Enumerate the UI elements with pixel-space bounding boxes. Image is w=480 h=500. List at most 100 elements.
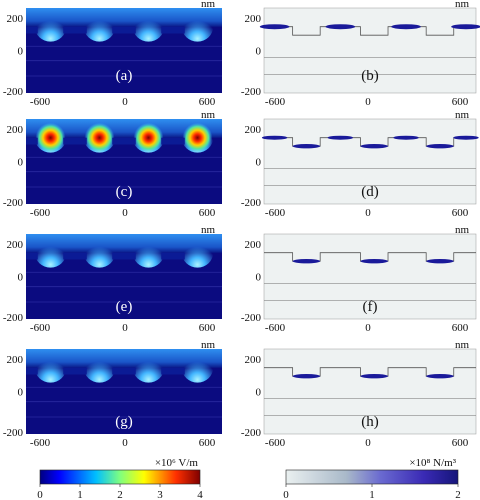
grating-notch <box>26 26 38 34</box>
colorbar-tick-label: 2 <box>117 489 123 500</box>
y-tick-label: 0 <box>18 272 24 284</box>
grating-notch <box>26 252 38 260</box>
field-hotspot <box>35 122 66 153</box>
grating-notch <box>161 367 185 375</box>
y-tick-label: 0 <box>18 387 24 399</box>
y-tick-label: -200 <box>3 197 24 209</box>
grating-notch <box>161 137 185 145</box>
panel-label: (h) <box>361 414 379 430</box>
grating-profile <box>264 26 476 36</box>
unit-label: nm <box>201 224 216 236</box>
y-tick-label: -200 <box>241 427 262 439</box>
y-tick-label: 200 <box>245 354 262 366</box>
field-glow <box>181 237 214 268</box>
field-top-region <box>26 119 222 138</box>
force-band <box>292 374 321 379</box>
panel-f: nm 200 0 -200-600 0 600 (f) <box>241 224 477 334</box>
colorbar-tick-label: 4 <box>197 489 203 500</box>
force-band <box>292 259 321 264</box>
unit-label: nm <box>455 339 470 351</box>
x-tick-label: 600 <box>199 207 216 219</box>
unit-label: nm <box>455 0 470 10</box>
y-tick-label: -200 <box>241 86 262 98</box>
panel-e: nm 200 0 -200 -600 0 600 (e) <box>3 224 222 334</box>
grating-notch <box>63 367 87 375</box>
y-tick-label: 200 <box>245 13 262 25</box>
y-tick-label: 200 <box>7 239 24 251</box>
x-tick-label: 600 <box>452 96 469 108</box>
field-top-region <box>26 8 222 27</box>
x-tick-label: 600 <box>452 207 469 219</box>
x-tick-label: -600 <box>30 207 51 219</box>
field-glow <box>132 11 165 42</box>
field-hotspot <box>84 122 115 153</box>
force-band <box>360 144 389 149</box>
grating-notch <box>112 367 136 375</box>
grating-notch <box>63 252 87 260</box>
y-tick-label: 200 <box>7 124 24 136</box>
panel-label: (d) <box>361 184 379 200</box>
force-band <box>451 24 480 30</box>
colorbar-force: ×10⁸ N/m³ 0 1 2 <box>283 457 461 500</box>
y-tick-label: 0 <box>256 46 262 58</box>
y-tick-label: -200 <box>241 197 262 209</box>
x-tick-label: 0 <box>122 207 128 219</box>
y-tick-label: 200 <box>245 239 262 251</box>
grating-notch <box>26 367 38 375</box>
x-tick-label: 0 <box>365 207 371 219</box>
field-top-region <box>26 349 222 368</box>
colorbars: ×10⁶ V/m 0 1 2 3 4 ×10⁸ N/m³ 0 1 2 <box>37 457 461 500</box>
y-tick-label: 0 <box>18 157 24 169</box>
colorbar-gradient <box>39 469 201 485</box>
panel-c: nm 200 0 -200 -600 0 600 (c) <box>3 109 222 219</box>
x-tick-label: 0 <box>122 96 128 108</box>
x-tick-label: -600 <box>265 207 286 219</box>
x-tick-label: 0 <box>365 437 371 449</box>
grating-notch <box>26 137 38 145</box>
grating-notch <box>161 252 185 260</box>
field-glow <box>132 352 165 383</box>
y-tick-label: 0 <box>256 272 262 284</box>
panel-d: nm 200 0 -200-600 0 600 (d) <box>241 109 479 219</box>
field-hotspot <box>133 122 164 153</box>
unit-label: nm <box>455 224 470 236</box>
x-tick-label: 600 <box>199 96 216 108</box>
x-tick-label: 0 <box>122 322 128 334</box>
y-tick-label: 200 <box>7 13 24 25</box>
field-hotspot <box>182 122 213 153</box>
field-glow <box>83 11 116 42</box>
colorbar-tick-label: 0 <box>283 489 289 500</box>
force-background <box>263 348 477 435</box>
field-glow <box>34 11 67 42</box>
x-tick-label: -600 <box>30 322 51 334</box>
force-band <box>393 135 419 140</box>
colorbar-tick-label: 2 <box>455 489 461 500</box>
x-tick-label: 600 <box>452 437 469 449</box>
field-glow <box>181 11 214 42</box>
field-top-region <box>26 234 222 253</box>
y-tick-label: 0 <box>18 46 24 58</box>
grating-notch <box>63 26 87 34</box>
panel-label: (a) <box>116 68 133 84</box>
x-tick-label: -600 <box>265 96 286 108</box>
force-band <box>292 144 321 149</box>
unit-label: nm <box>455 109 470 121</box>
force-band <box>325 24 356 30</box>
panel-label: (b) <box>361 68 379 84</box>
unit-label: nm <box>201 339 216 351</box>
force-band <box>426 259 454 264</box>
x-tick-label: 0 <box>365 96 371 108</box>
x-tick-label: -600 <box>265 437 286 449</box>
y-tick-label: 200 <box>245 124 262 136</box>
panel-label: (c) <box>116 184 133 200</box>
force-background <box>263 118 477 205</box>
unit-label: nm <box>201 109 216 121</box>
x-tick-label: 600 <box>199 322 216 334</box>
field-glow <box>34 237 67 268</box>
x-tick-label: 600 <box>199 437 216 449</box>
force-band <box>426 144 454 149</box>
force-band <box>426 374 454 379</box>
grating-notch <box>63 137 87 145</box>
grating-notch <box>112 252 136 260</box>
